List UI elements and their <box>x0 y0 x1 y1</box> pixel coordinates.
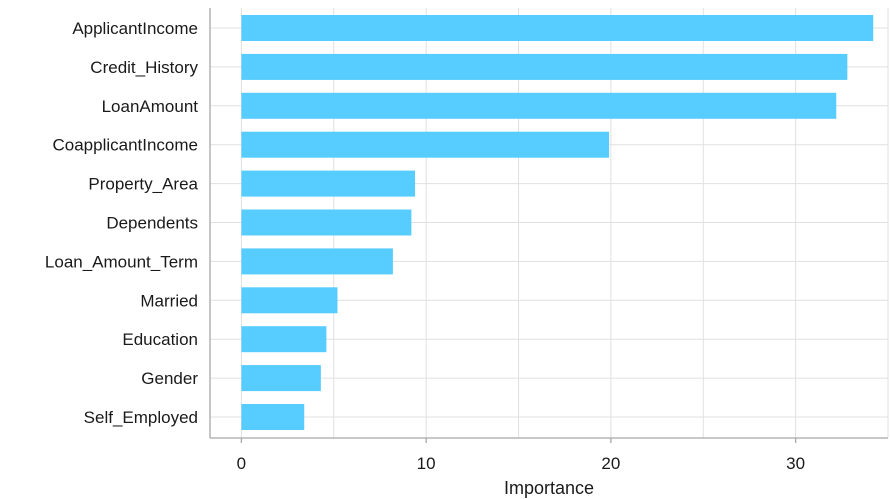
bar-credit-history <box>241 53 848 80</box>
y-tick-label: CoapplicantIncome <box>52 136 198 155</box>
y-tick-label: Property_Area <box>88 175 198 194</box>
bar-dependents <box>241 209 412 236</box>
x-axis-title: Importance <box>504 478 594 498</box>
x-tick-labels: 0 10 20 30 <box>237 438 805 473</box>
y-tick-label: Education <box>122 330 198 349</box>
bar-education <box>241 326 327 353</box>
y-tick-label: Married <box>140 291 198 310</box>
y-tick-label: Self_Employed <box>84 408 198 427</box>
bar-married <box>241 287 338 314</box>
bars <box>241 15 874 430</box>
x-tick-label: 30 <box>786 454 805 473</box>
x-tick-label: 20 <box>601 454 620 473</box>
y-tick-label: Credit_History <box>90 58 198 77</box>
y-tick-label: Loan_Amount_Term <box>45 252 198 271</box>
y-tick-labels: ApplicantIncome Credit_History LoanAmount C… <box>45 19 199 427</box>
bar-loanamount <box>241 92 837 119</box>
bar-coapplicantincome <box>241 131 610 158</box>
bar-property-area <box>241 170 416 197</box>
bar-applicantincome <box>241 15 874 41</box>
y-tick-label: Gender <box>141 369 198 388</box>
y-tick-label: Dependents <box>106 214 198 233</box>
bar-loan-amount-term <box>241 248 393 275</box>
x-tick-label: 10 <box>417 454 436 473</box>
y-tick-label: LoanAmount <box>102 97 199 116</box>
y-tick-label: ApplicantIncome <box>72 19 198 38</box>
axes <box>209 8 888 439</box>
bar-gender <box>241 365 321 392</box>
x-tick-label: 0 <box>237 454 246 473</box>
bar-self-employed <box>241 404 305 430</box>
